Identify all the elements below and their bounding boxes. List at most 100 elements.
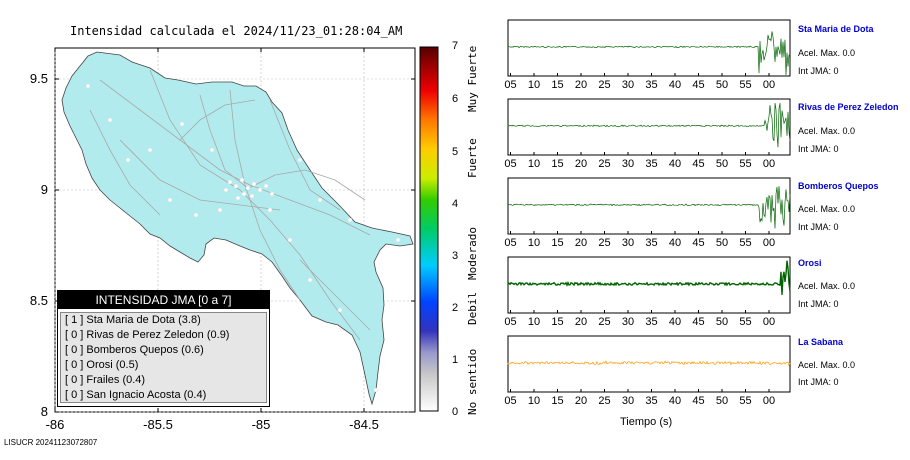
- station-name: Bomberos Quepos: [798, 181, 879, 191]
- waveform-tick-label: 25: [598, 316, 610, 328]
- waveform-tick-label: 55: [739, 316, 751, 328]
- legend-item: [ 0 ] Bomberos Quepos (0.6): [65, 344, 204, 356]
- station-int: Int JMA: 0: [798, 66, 839, 76]
- map-y-tick-label: 9.5: [30, 71, 48, 86]
- station-name: Rivas de Perez Zeledon: [798, 102, 899, 112]
- waveform-tick-label: 00: [763, 79, 775, 91]
- waveform-tick-label: 30: [622, 79, 634, 91]
- legend-item: [ 0 ] San Ignacio Acosta (0.4): [65, 389, 207, 401]
- waveform-tick-label: 40: [669, 316, 681, 328]
- station-accel: Acel. Max. 0.0: [798, 48, 856, 58]
- waveform-tick-label: 40: [669, 79, 681, 91]
- waveform-tick-label: 25: [598, 79, 610, 91]
- waveform-tick-label: 55: [739, 237, 751, 249]
- legend-item: [ 0 ] Rivas de Perez Zeledon (0.9): [65, 329, 230, 341]
- waveform-trace: [507, 31, 791, 76]
- legend-item: [ 0 ] Frailes (0.4): [65, 374, 146, 386]
- waveform-frame: [507, 98, 791, 156]
- station-markers: [85, 83, 401, 393]
- waveform-tick-label: 55: [739, 79, 751, 91]
- colorbar-level: 4: [452, 198, 459, 210]
- waveform-tick-label: 15: [551, 395, 563, 407]
- waveform-tick-label: 35: [645, 79, 657, 91]
- map-title: Intensidad calculada el 2024/11/23_01:28…: [70, 24, 403, 38]
- waveform-tick-label: 10: [528, 79, 540, 91]
- waveform-tick-label: 30: [622, 395, 634, 407]
- waveform-tick-label: 05: [504, 237, 516, 249]
- waveform-trace: [507, 103, 791, 148]
- legend-item: [ 1 ] Sta Maria de Dota (3.8): [65, 314, 201, 326]
- waveform-frame: [507, 177, 791, 235]
- waveform-tick-label: 05: [504, 158, 516, 170]
- station-accel: Acel. Max. 0.0: [798, 360, 856, 370]
- waveform-tick-label: 50: [716, 316, 728, 328]
- waveform-tick-label: 35: [645, 237, 657, 249]
- station-int: Int JMA: 0: [798, 222, 839, 232]
- waveform-tick-label: 50: [716, 79, 728, 91]
- waveform-tick-label: 20: [575, 316, 587, 328]
- colorbar-level: 0: [452, 406, 459, 418]
- colorbar-level: 6: [452, 93, 459, 105]
- waveform-tick-label: 45: [692, 237, 704, 249]
- legend-list: [ 1 ] Sta Maria de Dota (3.8) [ 0 ] Riva…: [60, 312, 267, 403]
- waveform-tick-label: 50: [716, 395, 728, 407]
- waveform-panel: 05 10 15 20 25 30 35 40 45 50 55 00: [504, 177, 791, 249]
- road-network: [89, 69, 371, 341]
- colorbar-level: 5: [452, 146, 459, 158]
- waveform-tick-label: 25: [598, 237, 610, 249]
- waveform-tick-label: 55: [739, 158, 751, 170]
- waveform-tick-label: 30: [622, 316, 634, 328]
- waveform-tick-label: 00: [763, 237, 775, 249]
- waveform-trace: [507, 186, 791, 229]
- waveform-tick-label: 20: [575, 237, 587, 249]
- waveform-tick-label: 00: [763, 158, 775, 170]
- waveform-tick-label: 10: [528, 316, 540, 328]
- map-x-tick-label: -85.5: [143, 417, 173, 432]
- waveform-tick-label: 45: [692, 395, 704, 407]
- map-x-tick-label: -86: [46, 417, 65, 432]
- colorbar-level: 1: [452, 354, 459, 366]
- waveform-tick-label: 05: [504, 316, 516, 328]
- footer-id: LISUCR 20241123072807: [4, 438, 98, 447]
- waveform-panel: 05 10 15 20 25 30 35 40 45 50 55 00: [504, 256, 791, 328]
- waveform-tick-label: 55: [739, 395, 751, 407]
- waveform-tick-label: 15: [551, 79, 563, 91]
- legend-item: [ 0 ] Orosi (0.5): [65, 359, 139, 371]
- waveform-tick-label: 50: [716, 158, 728, 170]
- waveform-tick-label: 35: [645, 158, 657, 170]
- waveform-tick-label: 45: [692, 158, 704, 170]
- waveform-tick-label: 05: [504, 79, 516, 91]
- map-y-tick-label: 8.5: [30, 293, 48, 308]
- station-accel: Acel. Max. 0.0: [798, 204, 856, 214]
- waveform-tick-label: 05: [504, 395, 516, 407]
- waveform-tick-label: 25: [598, 158, 610, 170]
- waveform-tick-label: 10: [528, 158, 540, 170]
- intensity-colorbar: [419, 46, 439, 412]
- time-axis-label: Tiempo (s): [620, 416, 673, 428]
- waveform-tick-label: 40: [669, 237, 681, 249]
- waveform-trace: [507, 360, 791, 367]
- waveform-tick-label: 45: [692, 316, 704, 328]
- waveform-tick-label: 30: [622, 158, 634, 170]
- legend-title: INTENSIDAD JMA [0 a 7]: [58, 291, 269, 309]
- costa-rica-landmass: [61, 51, 414, 406]
- waveform-tick-label: 15: [551, 158, 563, 170]
- station-name: La Sabana: [798, 337, 844, 347]
- waveform-tick-label: 10: [528, 237, 540, 249]
- map-x-tick-label: -85: [252, 417, 271, 432]
- waveform-tick-label: 35: [645, 395, 657, 407]
- colorbar-level: 3: [452, 250, 459, 262]
- waveform-trace: [507, 260, 791, 295]
- station-int: Int JMA: 0: [798, 299, 839, 309]
- waveform-tick-label: 00: [763, 395, 775, 407]
- waveform-tick-label: 40: [669, 158, 681, 170]
- intensity-legend: INTENSIDAD JMA [0 a 7] [ 1 ] Sta Maria d…: [57, 290, 270, 407]
- waveform-panel: 05 10 15 20 25 30 35 40 45 50 55 00: [504, 19, 791, 91]
- station-name: Orosi: [798, 258, 822, 268]
- station-int: Int JMA: 0: [798, 377, 839, 387]
- waveform-tick-label: 20: [575, 395, 587, 407]
- waveform-tick-label: 10: [528, 395, 540, 407]
- waveform-tick-label: 15: [551, 237, 563, 249]
- map-y-tick-label: 9: [41, 182, 48, 197]
- waveform-tick-label: 40: [669, 395, 681, 407]
